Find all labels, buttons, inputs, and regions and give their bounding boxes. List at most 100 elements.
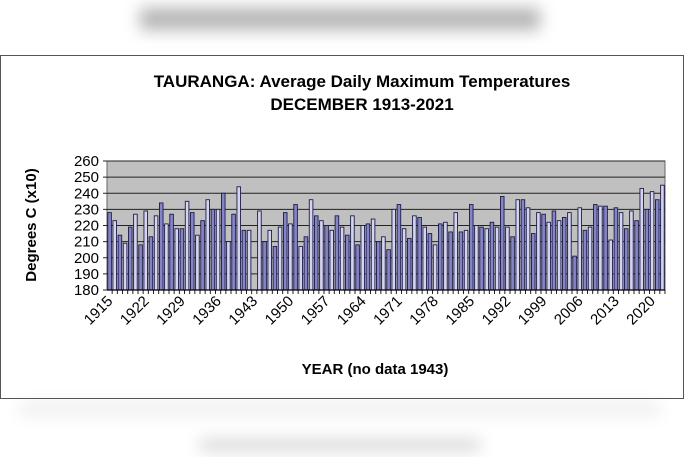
bar-2007 <box>582 229 588 291</box>
bar-1983 <box>458 231 464 291</box>
bar-1980 <box>443 221 448 291</box>
bar-1945 <box>262 241 267 291</box>
y-tick-label: 210 <box>74 234 99 251</box>
bar-1956 <box>319 220 324 291</box>
bar-2001 <box>551 210 557 291</box>
bar-2012 <box>608 239 614 291</box>
bar-1940 <box>236 186 241 291</box>
bar-1936 <box>215 208 221 291</box>
bar-1938 <box>226 241 231 291</box>
bar-1989 <box>489 221 495 291</box>
bar-1970 <box>391 208 397 291</box>
bar-1918 <box>122 242 128 291</box>
bar-1951 <box>293 204 298 291</box>
x-tick-label: 1971 <box>370 293 406 329</box>
bar-1946 <box>267 229 273 291</box>
bar-2009 <box>593 204 598 291</box>
bar-1924 <box>153 215 159 291</box>
bar-1998 <box>536 212 541 291</box>
bar-1979 <box>438 223 443 291</box>
bar-1941 <box>241 229 247 291</box>
bar-1974 <box>412 215 417 291</box>
bar-1982 <box>453 212 459 291</box>
bar-1947 <box>272 246 278 291</box>
bar-1919 <box>127 226 133 291</box>
bar-1921 <box>138 244 143 291</box>
chart-frame <box>0 55 684 399</box>
bar-1917 <box>117 234 123 291</box>
x-tick-label: 1985 <box>442 293 478 329</box>
bar-1995 <box>520 199 526 291</box>
bar-1964 <box>360 225 366 291</box>
y-tick-label: 220 <box>74 218 99 235</box>
x-tick-label: 2020 <box>623 293 659 329</box>
bar-2003 <box>562 216 567 291</box>
bar-2022 <box>660 184 665 291</box>
bar-1976 <box>422 226 428 291</box>
y-tick-label: 260 <box>74 153 99 170</box>
bar-1948 <box>277 226 283 291</box>
bar-1993 <box>510 236 515 291</box>
bar-1931 <box>189 212 195 291</box>
blurred-footer-text <box>200 440 480 450</box>
bar-1978 <box>432 244 438 291</box>
bar-1958 <box>329 229 335 291</box>
bar-1930 <box>184 200 190 291</box>
bar-1929 <box>179 228 185 291</box>
bar-1939 <box>231 213 236 291</box>
bar-2018 <box>639 187 645 291</box>
bar-1957 <box>324 225 329 291</box>
bar-1920 <box>133 213 138 291</box>
bar-1963 <box>355 244 360 291</box>
bar-1916 <box>112 220 117 291</box>
bar-2010 <box>598 205 603 291</box>
bar-1959 <box>334 215 340 291</box>
bar-1961 <box>345 234 350 291</box>
bar-1972 <box>401 228 407 291</box>
bar-1923 <box>148 236 154 291</box>
bar-1922 <box>143 210 148 291</box>
bar-1953 <box>303 236 309 291</box>
bar-1971 <box>396 204 402 291</box>
x-tick-label: 1964 <box>334 293 370 329</box>
bar-1935 <box>210 208 216 291</box>
x-tick-label: 1922 <box>117 293 153 329</box>
bar-1977 <box>427 233 433 291</box>
bar-1996 <box>525 207 531 291</box>
bar-1925 <box>158 202 164 291</box>
blurred-header-text <box>140 8 540 30</box>
x-tick-label: 1978 <box>406 293 442 329</box>
bar-1950 <box>288 223 293 291</box>
bar-1987 <box>479 226 484 291</box>
bar-1949 <box>283 212 288 291</box>
bar-1986 <box>474 225 479 291</box>
bar-1999 <box>541 213 546 291</box>
bar-2014 <box>618 212 624 291</box>
bar-1937 <box>220 192 226 291</box>
bar-1915 <box>107 212 112 291</box>
bar-2013 <box>613 207 619 291</box>
bar-1969 <box>386 249 391 291</box>
x-tick-label: 1929 <box>153 293 189 329</box>
bar-1927 <box>169 213 174 291</box>
bar-2020 <box>649 191 655 291</box>
x-tick-label: 2006 <box>551 293 587 329</box>
bar-2011 <box>603 205 608 291</box>
bar-1967 <box>376 241 381 291</box>
bar-2002 <box>556 220 562 291</box>
bar-2019 <box>644 208 650 291</box>
bar-1985 <box>469 204 474 291</box>
blurred-footer-row <box>20 405 660 413</box>
bar-2016 <box>629 210 634 291</box>
bar-1968 <box>381 236 386 291</box>
bar-1966 <box>370 218 376 291</box>
bar-2005 <box>572 255 577 291</box>
y-tick-label: 240 <box>74 185 99 202</box>
bar-2000 <box>546 221 552 291</box>
chart-title: TAURANGA: Average Daily Maximum Temperat… <box>154 72 571 91</box>
bar-1932 <box>195 234 200 291</box>
bar-1928 <box>174 228 179 291</box>
bar-1992 <box>505 226 510 291</box>
bar-1975 <box>417 216 422 291</box>
